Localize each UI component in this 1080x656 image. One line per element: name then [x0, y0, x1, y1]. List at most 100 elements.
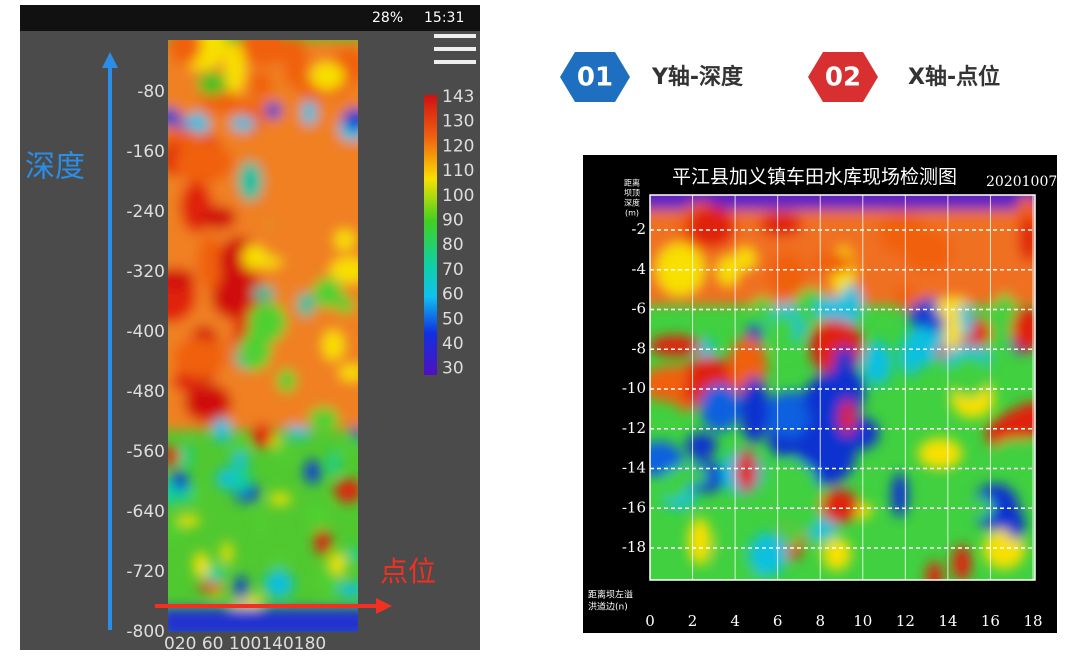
heat-band	[650, 195, 1035, 213]
heat-blob	[822, 537, 852, 571]
heat-blob	[322, 330, 345, 361]
heat-blob	[240, 329, 272, 371]
x-tick-label: 16	[981, 612, 1000, 630]
heat-blob	[346, 547, 358, 562]
y-tick-label: -320	[126, 262, 165, 282]
heat-blob	[173, 140, 233, 183]
heat-blob	[334, 479, 358, 503]
y-axis-title: (m)	[625, 209, 639, 218]
heat-blob	[197, 71, 228, 96]
y-tick-label: -4	[631, 260, 646, 278]
heat-blob	[862, 341, 892, 386]
heat-blob	[903, 327, 943, 366]
heat-blob	[264, 570, 294, 599]
heat-blob	[201, 206, 237, 230]
x-tick-labels: 020 60 100140180	[164, 634, 326, 654]
heat-blob	[239, 40, 290, 66]
heat-blob	[193, 551, 210, 578]
battery: 28%	[372, 10, 403, 26]
heat-blob	[260, 222, 303, 259]
badge-text: X轴-点位	[908, 64, 1000, 90]
legend-label: 90	[442, 211, 464, 231]
heat-blob	[268, 493, 292, 505]
heat-blob	[313, 277, 343, 309]
heat-blob	[650, 335, 701, 357]
y-axis-label: 深度	[25, 150, 85, 185]
heat-blob	[234, 575, 248, 602]
y-tick-label: -14	[622, 459, 646, 477]
heat-blob	[714, 534, 740, 580]
heat-blob	[230, 440, 251, 456]
y-axis-title: 坝顶	[624, 189, 640, 198]
y-tick-label: -400	[126, 322, 165, 342]
heat-blob	[168, 107, 181, 127]
x-axis-title: 洪道边(n)	[588, 601, 628, 613]
x-tick-label: 8	[815, 612, 825, 630]
heat-blob	[687, 205, 736, 249]
heat-blob	[717, 256, 740, 286]
legend-label: 30	[442, 359, 464, 379]
heat-blob	[769, 312, 796, 357]
heat-blob	[224, 42, 246, 94]
x-tick-label: 10	[853, 612, 872, 630]
heat-blob	[1011, 307, 1035, 352]
heat-blob	[735, 449, 758, 493]
heat-blob	[338, 442, 356, 454]
heat-blob	[660, 481, 687, 500]
y-axis-title: 距离	[624, 178, 640, 188]
heat-blob	[775, 461, 817, 503]
x-tick-label: 14	[938, 612, 957, 630]
x-tick-label: 18	[1023, 612, 1042, 630]
right-title: 平江县加义镇车田水库现场检测图	[672, 166, 957, 188]
heat-blob	[251, 423, 273, 448]
time: 15:31	[424, 10, 464, 26]
heat-blob	[739, 377, 769, 444]
heat-blob	[329, 450, 340, 477]
heat-blob	[189, 487, 203, 505]
legend-label: 120	[442, 136, 474, 156]
legend-label: 70	[442, 260, 464, 280]
legend-label: 130	[442, 112, 474, 132]
heat-blob	[168, 518, 183, 540]
color-bar	[424, 95, 437, 375]
heat-blob	[237, 161, 263, 201]
heat-blob	[216, 467, 237, 490]
heat-blob	[943, 308, 962, 351]
heat-blob	[685, 433, 717, 459]
badge-hexagon	[808, 52, 878, 102]
heat-blob	[839, 399, 856, 435]
badge-number: 02	[825, 63, 861, 93]
menu-icon[interactable]	[434, 34, 476, 64]
heat-blob	[184, 383, 232, 423]
heat-blob	[269, 556, 290, 569]
heat-blob	[820, 489, 859, 524]
heat-blob	[173, 337, 225, 378]
heat-blob	[352, 425, 358, 441]
y-tick-label: -480	[126, 382, 165, 402]
y-tick-label: -160	[126, 142, 165, 162]
legend-label: 80	[442, 235, 464, 255]
y-tick-label: -12	[622, 419, 646, 437]
y-tick-label: -18	[622, 538, 646, 556]
y-tick-label: -80	[137, 82, 165, 102]
heat-blob	[294, 426, 310, 439]
heat-blob	[821, 365, 866, 416]
y-tick-label: -240	[126, 202, 165, 222]
heat-blob	[700, 383, 740, 432]
heat-blob	[277, 368, 297, 393]
heat-blob	[334, 229, 356, 251]
heat-blob	[993, 293, 1016, 327]
heat-blob	[891, 472, 909, 518]
heat-blob	[180, 444, 191, 470]
x-tick-label: 2	[688, 612, 698, 630]
heat-blob	[664, 465, 709, 486]
heat-blob	[255, 510, 266, 533]
y-axis-title: 深度	[624, 198, 640, 208]
heat-blob	[337, 582, 358, 598]
heat-blob	[330, 257, 358, 284]
heat-blob	[305, 503, 330, 529]
heat-blob	[233, 465, 250, 495]
legend-label: 60	[442, 285, 464, 305]
legend-label: 100	[442, 186, 474, 206]
heat-blob	[926, 561, 943, 580]
